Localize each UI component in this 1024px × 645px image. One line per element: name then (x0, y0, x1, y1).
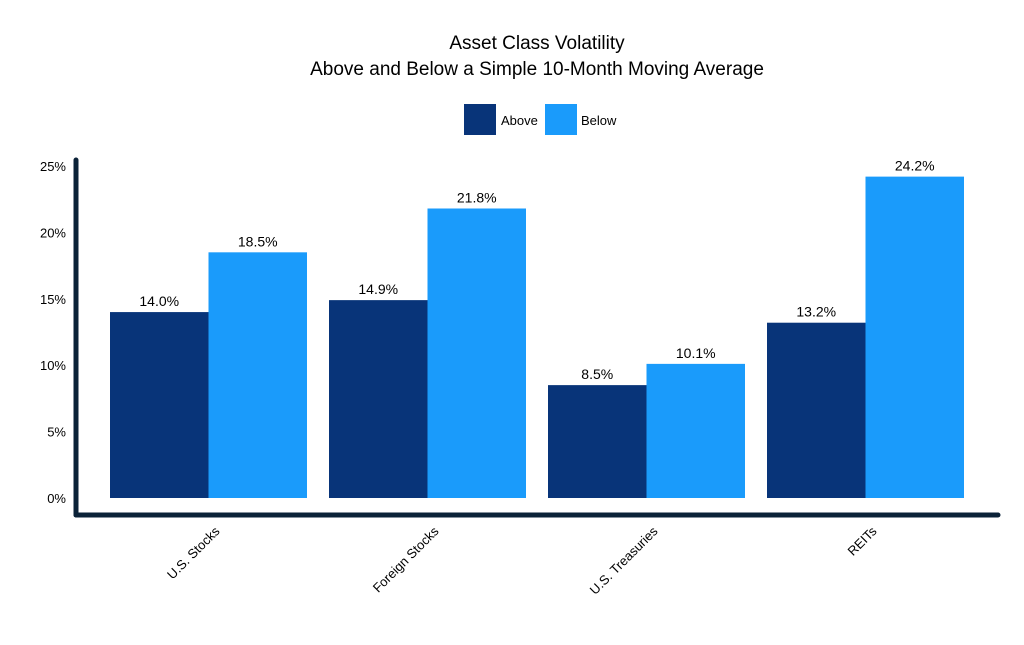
bar-below-reits (865, 176, 964, 498)
x-axis-ticks: U.S. Stocks Foreign Stocks U.S. Treasuries… (164, 523, 880, 597)
data-label: 13.2% (796, 304, 836, 320)
bar-above-u-s-treasuries (548, 385, 647, 498)
chart-title: Asset Class Volatility (449, 33, 625, 54)
bar-above-u-s-stocks (110, 312, 209, 498)
data-label: 14.9% (358, 281, 398, 297)
data-label: 14.0% (139, 293, 179, 309)
bar-above-foreign-stocks (329, 300, 428, 498)
x-tick-label-foreign-stocks: Foreign Stocks (370, 523, 442, 595)
y-tick-label: 0% (47, 491, 66, 506)
data-labels: 14.0% 14.9% 8.5% 13.2% 18.5% 21.8% 10.1% 24.2% (139, 158, 934, 382)
x-tick-label-u-s-stocks: U.S. Stocks (164, 523, 223, 582)
y-axis-ticks: 0% 5% 10% 15% 20% 25% (40, 159, 66, 506)
legend: Above Below (464, 104, 617, 135)
bar-above-reits (767, 322, 866, 498)
x-tick-label-u-s-treasuries: U.S. Treasuries (587, 523, 661, 597)
y-tick-label: 10% (40, 358, 66, 373)
y-tick-label: 20% (40, 225, 66, 240)
x-tick-label-reits: REITs (844, 523, 879, 558)
legend-label-below: Below (581, 113, 617, 128)
chart-subtitle: Above and Below a Simple 10-Month Moving… (310, 59, 764, 80)
y-tick-label: 15% (40, 292, 66, 307)
bar-below-u-s-stocks (208, 252, 307, 498)
legend-label-above: Above (501, 113, 538, 128)
data-label: 18.5% (238, 233, 278, 249)
data-label: 8.5% (581, 366, 613, 382)
axes (73, 157, 1001, 518)
legend-swatch-above (464, 104, 496, 135)
bar-below-u-s-treasuries (646, 363, 745, 498)
bar-below-foreign-stocks (427, 208, 526, 498)
data-label: 10.1% (676, 345, 716, 361)
legend-swatch-below (545, 104, 577, 135)
y-tick-label: 5% (47, 425, 66, 440)
bars (110, 176, 964, 498)
data-label: 21.8% (457, 189, 497, 205)
y-tick-label: 25% (40, 159, 66, 174)
data-label: 24.2% (895, 158, 935, 174)
